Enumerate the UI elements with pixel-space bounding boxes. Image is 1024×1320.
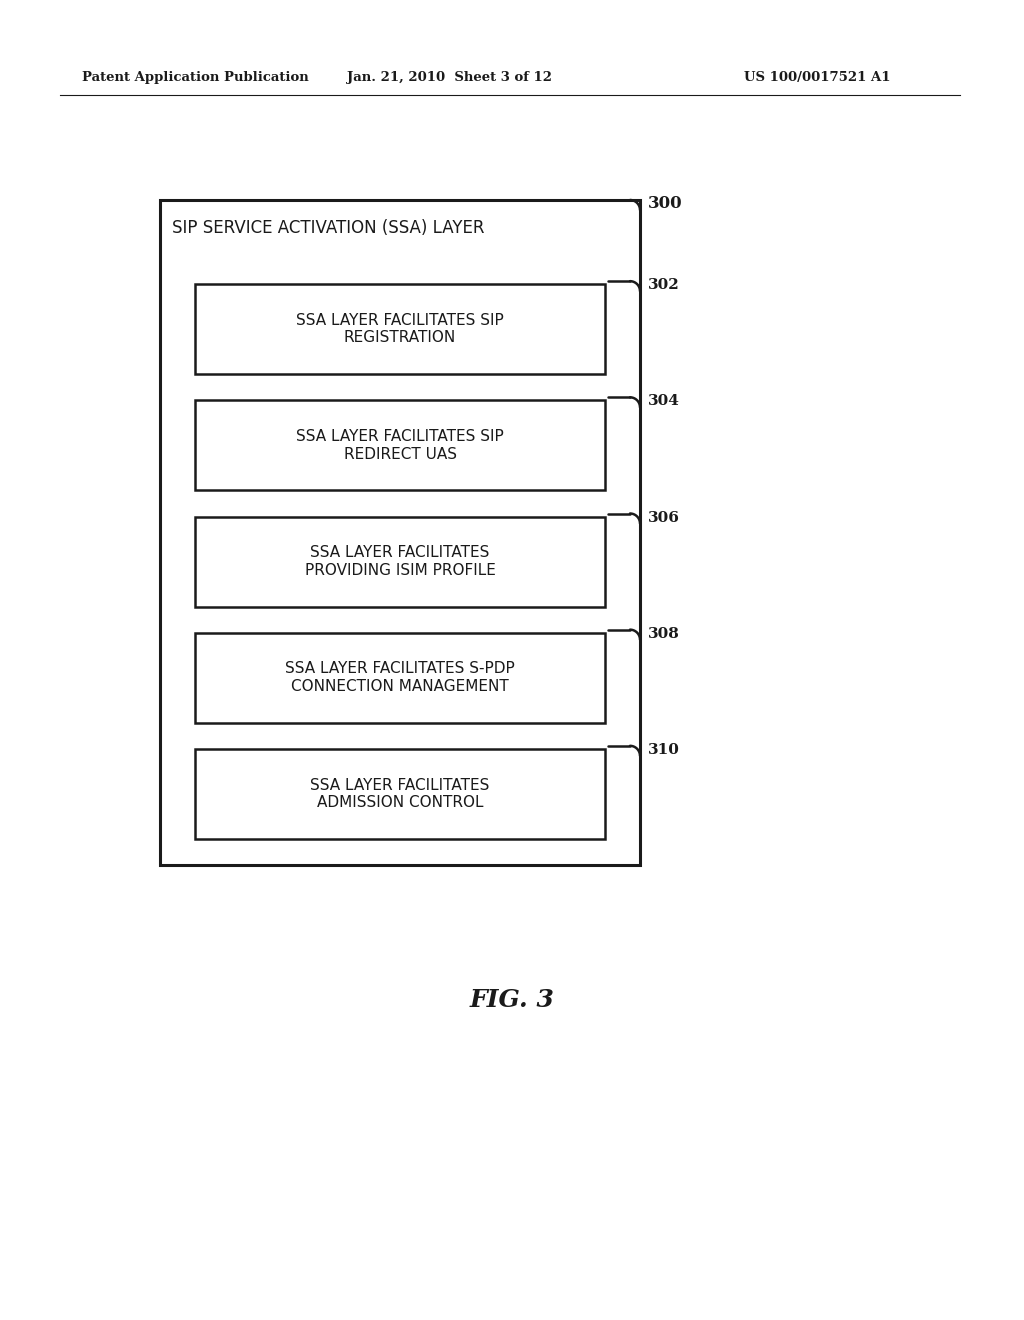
Text: 304: 304 <box>648 395 680 408</box>
Bar <box>195 284 605 374</box>
Bar <box>195 516 605 606</box>
Text: 306: 306 <box>648 511 680 524</box>
Text: 308: 308 <box>648 627 680 640</box>
Bar <box>195 400 605 490</box>
Text: SSA LAYER FACILITATES
PROVIDING ISIM PROFILE: SSA LAYER FACILITATES PROVIDING ISIM PRO… <box>304 545 496 578</box>
Text: 310: 310 <box>648 743 680 756</box>
Text: 300: 300 <box>648 195 683 213</box>
Text: SSA LAYER FACILITATES SIP
REDIRECT UAS: SSA LAYER FACILITATES SIP REDIRECT UAS <box>296 429 504 462</box>
Text: Patent Application Publication: Patent Application Publication <box>82 71 309 84</box>
Text: 302: 302 <box>648 279 680 292</box>
Bar <box>160 201 640 865</box>
Text: US 100/0017521 A1: US 100/0017521 A1 <box>743 71 890 84</box>
Bar <box>195 748 605 838</box>
Text: SSA LAYER FACILITATES SIP
REGISTRATION: SSA LAYER FACILITATES SIP REGISTRATION <box>296 313 504 346</box>
Text: SSA LAYER FACILITATES
ADMISSION CONTROL: SSA LAYER FACILITATES ADMISSION CONTROL <box>310 777 489 810</box>
Text: Jan. 21, 2010  Sheet 3 of 12: Jan. 21, 2010 Sheet 3 of 12 <box>347 71 553 84</box>
Text: SIP SERVICE ACTIVATION (SSA) LAYER: SIP SERVICE ACTIVATION (SSA) LAYER <box>172 219 484 238</box>
Text: FIG. 3: FIG. 3 <box>470 987 554 1012</box>
Text: SSA LAYER FACILITATES S-PDP
CONNECTION MANAGEMENT: SSA LAYER FACILITATES S-PDP CONNECTION M… <box>285 661 515 694</box>
Bar <box>195 632 605 722</box>
